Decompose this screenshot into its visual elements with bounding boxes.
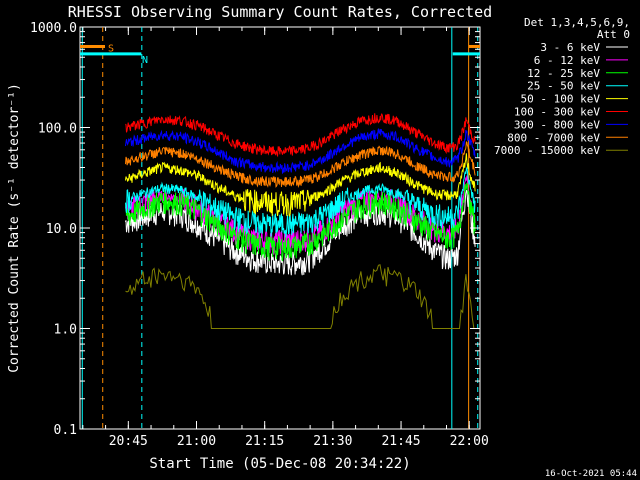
x-tick-label: 21:30 [313, 434, 352, 449]
x-tick-label: 22:00 [450, 434, 489, 449]
x-tick-label: 21:15 [245, 434, 284, 449]
legend-entry-label: 6 - 12 keV [534, 54, 601, 67]
series-line [125, 113, 476, 158]
x-tick-label: 21:45 [381, 434, 420, 449]
flag-label-N: N [142, 55, 148, 66]
y-axis-label: Corrected Count Rate (s⁻¹ detector⁻¹) [7, 83, 22, 373]
timestamp-label: 16-Oct-2021 05:44 [545, 469, 637, 479]
chart-title: RHESSI Observing Summary Count Rates, Co… [68, 3, 492, 21]
legend-entry-label: 300 - 800 keV [514, 118, 600, 131]
series-line [125, 166, 476, 238]
y-tick-label: 1.0 [54, 323, 77, 338]
y-axis: 0.1 1.0 10.0 100.0 1000.0 [30, 21, 480, 438]
flag-label-S: S [108, 43, 114, 54]
series-line [125, 189, 476, 276]
series-line [125, 264, 476, 329]
series-line [125, 182, 476, 262]
series-line [125, 153, 476, 217]
series-line [125, 128, 476, 175]
legend-entry-label: 3 - 6 keV [540, 41, 600, 54]
legend-entry-label: 12 - 25 keV [527, 67, 600, 80]
x-axis-label: Start Time (05-Dec-08 20:34:22) [149, 456, 410, 472]
y-tick-label: 0.1 [54, 423, 77, 438]
y-tick-label: 1000.0 [30, 21, 77, 36]
legend-header: Att 0 [597, 28, 630, 41]
y-tick-label: 100.0 [38, 122, 77, 137]
x-axis: 20:45 21:00 21:15 21:30 21:45 22:00 [82, 27, 489, 449]
legend-entry-label: 7000 - 15000 keV [494, 144, 600, 157]
legend-header: Det 1,3,4,5,6,9, [524, 16, 630, 29]
series-line [125, 141, 476, 188]
legend-entry-label: 100 - 300 keV [514, 106, 600, 119]
legend-entry-label: 800 - 7000 keV [507, 131, 600, 144]
legend-entry-label: 50 - 100 keV [521, 93, 601, 106]
x-tick-label: 21:00 [177, 434, 216, 449]
legend-entry-label: 25 - 50 keV [527, 80, 600, 93]
x-tick-label: 20:45 [109, 434, 148, 449]
y-tick-label: 10.0 [46, 222, 77, 237]
